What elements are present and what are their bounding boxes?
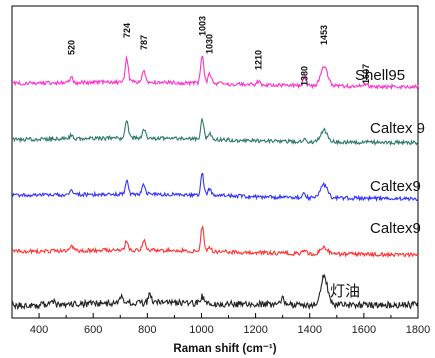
- series-label: Caltex 9: [370, 120, 425, 137]
- x-tick-label: 600: [84, 324, 102, 336]
- series-line-3: [11, 224, 419, 259]
- peak-label: 787: [139, 35, 149, 50]
- peak-label: 724: [122, 23, 132, 38]
- series-label: 灯油: [330, 283, 360, 300]
- x-tick-label: 1600: [352, 324, 376, 336]
- x-tick-label: 400: [30, 324, 48, 336]
- peak-label: 1380: [299, 66, 309, 86]
- peak-label: 1607: [361, 64, 371, 84]
- plot-frame: [11, 5, 419, 319]
- peak-label: 520: [67, 40, 77, 55]
- x-tick-label: 1800: [406, 324, 430, 336]
- x-tick-label: 1200: [243, 324, 267, 336]
- series-line-2: [11, 172, 419, 203]
- x-tick-label: 1000: [189, 324, 213, 336]
- peak-label: 1210: [253, 50, 263, 70]
- x-tick-label: 1400: [297, 324, 321, 336]
- peak-label: 1453: [319, 25, 329, 45]
- series-line-4: [11, 273, 419, 311]
- series-label: Caltex9: [370, 220, 421, 237]
- series-label: Shell95: [355, 67, 405, 84]
- x-tick-label: 800: [138, 324, 156, 336]
- series-label: Caltex9: [370, 178, 421, 195]
- peak-label: 1030: [205, 34, 215, 54]
- series-line-0: [11, 55, 419, 91]
- series-line-1: [11, 118, 419, 147]
- peak-label: 1003: [197, 16, 207, 36]
- x-axis-title: Raman shift (cm⁻¹): [173, 343, 276, 355]
